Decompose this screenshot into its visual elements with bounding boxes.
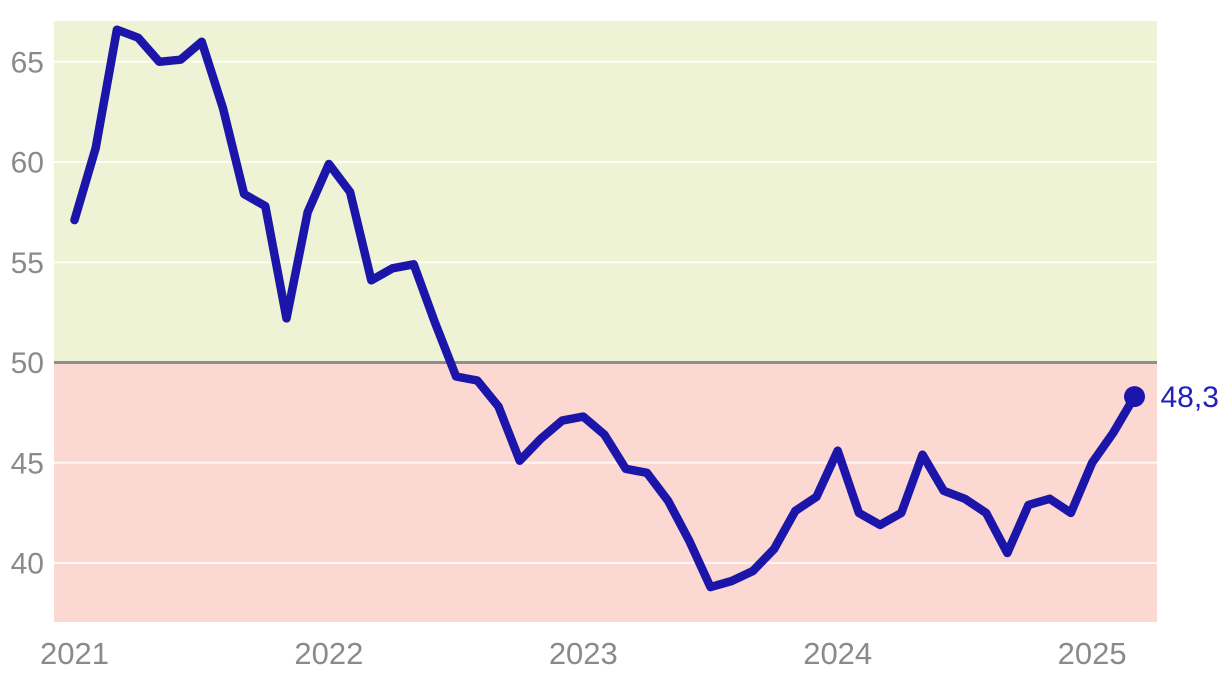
- y-tick-label: 65: [11, 46, 44, 79]
- y-tick-label: 40: [11, 548, 44, 581]
- x-tick-label: 2023: [549, 636, 618, 671]
- y-tick-label: 55: [11, 247, 44, 280]
- y-tick-label: 60: [11, 147, 44, 180]
- x-tick-label: 2025: [1058, 636, 1127, 671]
- y-tick-label: 45: [11, 447, 44, 480]
- last-value-label: 48,3: [1161, 381, 1219, 414]
- x-tick-label: 2022: [294, 636, 363, 671]
- zone-below-threshold: [54, 362, 1157, 622]
- x-tick-label: 2021: [40, 636, 109, 671]
- zone-above-threshold: [54, 21, 1157, 363]
- x-tick-label: 2024: [803, 636, 872, 671]
- y-tick-label: 50: [11, 347, 44, 380]
- last-point-marker: [1124, 386, 1145, 408]
- pmi-series-line: [70, 25, 1139, 592]
